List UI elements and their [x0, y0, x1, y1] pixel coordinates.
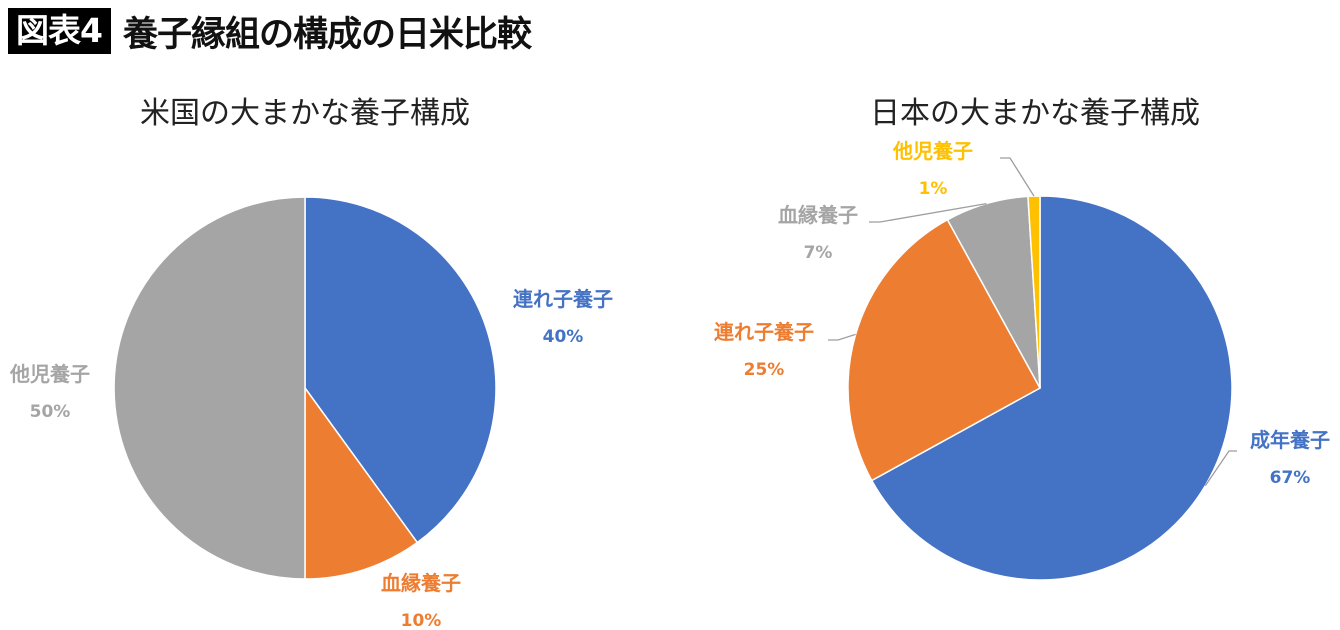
slice-label: 連れ子養子 — [513, 287, 613, 311]
slice-value-label: 25% — [744, 360, 785, 380]
figure-header: 図表4 養子縁組の構成の日米比較 — [8, 6, 532, 56]
slice-label: 他児養子 — [892, 139, 973, 163]
slice-label: 血縁養子 — [778, 203, 858, 227]
figure-title: 養子縁組の構成の日米比較 — [122, 14, 532, 55]
jp-chart-title: 日本の大まかな養子構成 — [870, 96, 1200, 131]
pie-slice — [304, 196, 497, 544]
pie-slice — [304, 385, 419, 580]
slice-value-label: 67% — [1270, 468, 1311, 488]
leader-line — [869, 202, 987, 223]
leader-line — [1000, 157, 1035, 197]
slice-value-label: 1% — [919, 179, 948, 199]
slice-value-label: 40% — [543, 327, 584, 347]
slice-value-label: 10% — [401, 611, 442, 630]
pie-slice — [113, 196, 306, 580]
leader-line — [1204, 450, 1237, 487]
slice-value-label: 50% — [30, 402, 71, 422]
pie-slice — [847, 218, 1042, 482]
slice-label: 連れ子養子 — [714, 320, 814, 344]
slice-label: 血縁養子 — [381, 571, 461, 595]
slice-label: 成年養子 — [1250, 428, 1330, 452]
figure-number-badge: 図表4 — [8, 8, 111, 54]
leader-line — [828, 333, 856, 341]
slice-value-label: 7% — [804, 243, 833, 263]
slice-label: 他児養子 — [9, 362, 90, 386]
pie-slice — [870, 195, 1233, 581]
us-chart-title: 米国の大まかな養子構成 — [140, 96, 470, 131]
